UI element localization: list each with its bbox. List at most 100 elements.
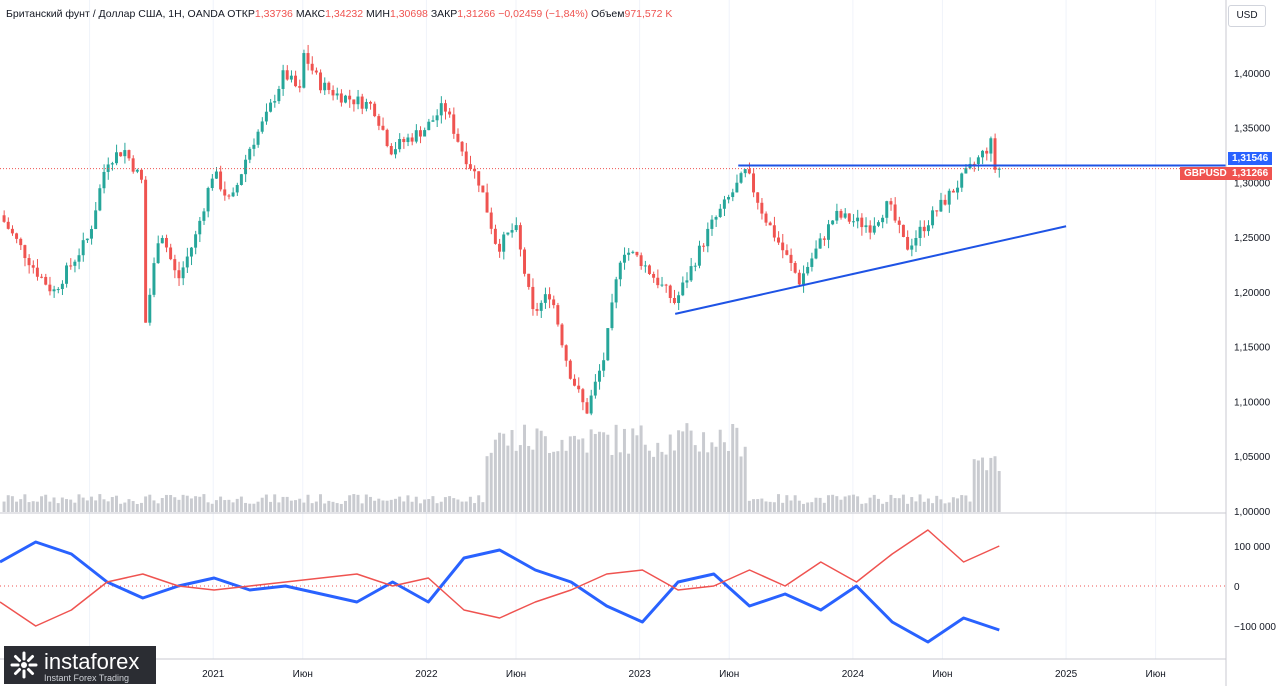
volume-bar (431, 496, 435, 512)
price-tick-label: 1,40000 (1234, 69, 1271, 80)
brand-tagline: Instant Forex Trading (44, 673, 130, 683)
candle-body (414, 130, 418, 142)
volume-bar (10, 496, 14, 512)
candle-body (339, 93, 343, 103)
volume-bar (144, 496, 148, 512)
volume-bar (164, 494, 168, 512)
volume-bar (685, 423, 689, 512)
candle-body (48, 284, 52, 292)
candle-body (77, 255, 81, 262)
candle-body (214, 171, 218, 179)
volume-bar (235, 498, 239, 512)
candle-body (597, 370, 601, 382)
candle-body (802, 273, 805, 285)
candle-body (81, 240, 85, 256)
volume-bar (306, 494, 310, 512)
volume-bar (214, 500, 218, 512)
candle-body (456, 133, 460, 142)
volume-bar (785, 495, 789, 512)
volume-bar (635, 435, 639, 512)
candle-body (964, 168, 968, 174)
volume-bar (681, 431, 685, 512)
volume-bar (506, 445, 510, 512)
volume-bar (435, 503, 439, 512)
price-tick-label: 1,25000 (1234, 233, 1271, 244)
candle-body (235, 184, 239, 193)
candle-body (989, 138, 993, 154)
candle-body (44, 276, 48, 285)
volume-bar (606, 434, 610, 512)
volume-bar (269, 501, 273, 512)
candle-body (73, 261, 77, 266)
volume-bar (935, 495, 939, 512)
volume-bar (106, 501, 110, 512)
volume-bar (481, 502, 485, 512)
volume-bar (65, 499, 69, 512)
candle-body (127, 150, 131, 159)
candle-body (793, 262, 797, 273)
volume-bar (910, 497, 914, 512)
volume-bar (498, 432, 502, 512)
time-tick-label: 2023 (629, 669, 652, 680)
candle-body (2, 215, 6, 222)
open-label: ОТКР (227, 8, 255, 20)
volume-bar (468, 496, 472, 512)
volume-bar (826, 495, 830, 512)
volume-bar (248, 503, 252, 512)
candle-body (98, 188, 102, 211)
candle-body (931, 210, 935, 226)
volume-bar (768, 501, 772, 512)
volume-bar (94, 500, 98, 512)
volume-bar (568, 436, 572, 512)
time-tick-label: Июн (719, 669, 739, 680)
candle-body (139, 169, 143, 180)
candle-body (668, 285, 672, 299)
candle-body (960, 173, 964, 188)
candle-body (398, 139, 402, 150)
volume-bar (464, 501, 468, 512)
candle-body (643, 265, 647, 267)
volume-bar (564, 450, 568, 512)
candle-body (260, 121, 264, 132)
candle-body (327, 82, 331, 90)
candle-body (543, 294, 547, 303)
instaforex-logo[interactable]: instaforex Instant Forex Trading (4, 646, 156, 684)
candle-body (514, 225, 518, 231)
candle-body (164, 237, 168, 248)
volume-bar (593, 433, 597, 512)
volume-bar (697, 451, 701, 512)
volume-bar (514, 450, 518, 512)
low-value: 1,30698 (389, 8, 428, 20)
support-trendline[interactable] (674, 225, 1067, 315)
close-value: 1,31266 (457, 8, 496, 20)
volume-bar (339, 503, 343, 512)
volume-bar (427, 499, 431, 512)
price-tick-label: 1,05000 (1234, 452, 1271, 463)
symbol-name[interactable]: Британский фунт / Доллар США, 1Н, OANDA (6, 8, 225, 20)
candle-body (681, 282, 685, 296)
candle-body (976, 157, 980, 164)
volume-bar (139, 502, 143, 512)
volume-bar (202, 494, 206, 512)
volume-bar (85, 500, 89, 512)
volume-bar (956, 498, 960, 512)
volume-bar (714, 446, 718, 512)
volume-bar (127, 499, 131, 512)
volume-bar (356, 494, 360, 512)
volume-bar (581, 438, 585, 512)
volume-bar (210, 503, 214, 512)
candle-body (31, 265, 35, 268)
volume-bar (789, 500, 793, 512)
volume-bar (69, 499, 73, 512)
candle-body (423, 130, 427, 137)
currency-button[interactable]: USD (1228, 5, 1266, 27)
volume-bar (40, 496, 44, 512)
candle-body (660, 284, 664, 286)
volume-bar (423, 499, 427, 512)
candle-body (789, 254, 793, 263)
volume-bar (989, 457, 993, 512)
candle-body (373, 103, 377, 117)
candle-body (627, 252, 631, 255)
candle-body (406, 137, 410, 143)
